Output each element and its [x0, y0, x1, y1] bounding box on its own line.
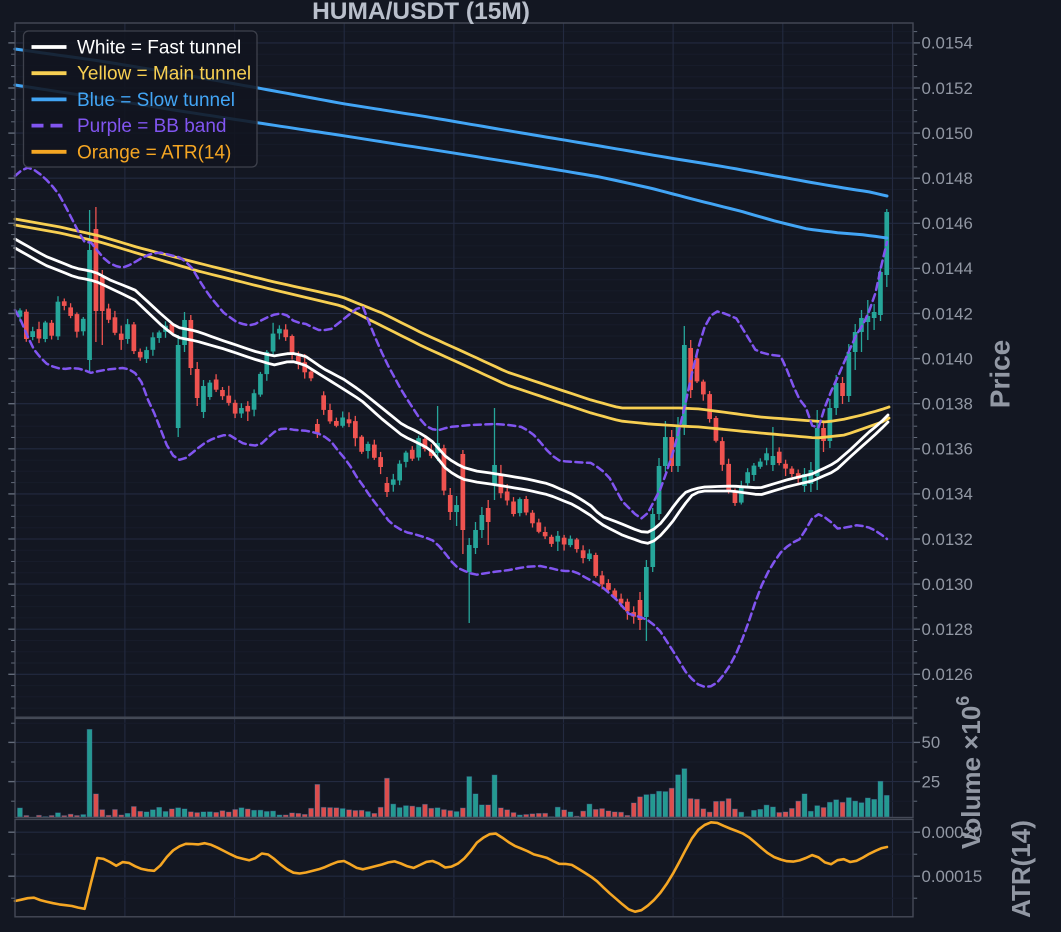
- svg-text:HUMA/USDT (15M): HUMA/USDT (15M): [312, 0, 530, 25]
- svg-text:0.0142: 0.0142: [922, 304, 973, 323]
- svg-text:0.00020: 0.00020: [922, 823, 983, 842]
- svg-text:White = Fast tunnel: White = Fast tunnel: [77, 38, 241, 59]
- svg-text:Purple = BB band: Purple = BB band: [77, 116, 226, 137]
- svg-text:Price: Price: [985, 340, 1016, 409]
- svg-text:0.0136: 0.0136: [922, 440, 973, 459]
- svg-text:Orange = ATR(14): Orange = ATR(14): [77, 142, 231, 163]
- svg-text:0.0148: 0.0148: [922, 169, 973, 188]
- svg-text:0.0132: 0.0132: [922, 530, 973, 549]
- svg-text:0.0134: 0.0134: [922, 485, 973, 504]
- svg-text:0.0146: 0.0146: [922, 214, 973, 233]
- svg-text:0.0128: 0.0128: [922, 620, 973, 639]
- svg-text:Blue = Slow tunnel: Blue = Slow tunnel: [77, 90, 235, 111]
- svg-text:0.0140: 0.0140: [922, 349, 973, 368]
- svg-text:0.00015: 0.00015: [922, 867, 983, 886]
- svg-text:Volume ×106: Volume ×106: [953, 696, 986, 849]
- svg-text:0.0154: 0.0154: [922, 34, 973, 53]
- svg-text:0.0126: 0.0126: [922, 665, 973, 684]
- svg-text:ATR(14): ATR(14): [1006, 820, 1036, 918]
- svg-text:25: 25: [922, 772, 941, 791]
- svg-text:0.0144: 0.0144: [922, 259, 973, 278]
- svg-text:0.0152: 0.0152: [922, 79, 973, 98]
- svg-text:50: 50: [922, 733, 941, 752]
- svg-text:Yellow = Main tunnel: Yellow = Main tunnel: [77, 64, 251, 85]
- svg-text:0.0138: 0.0138: [922, 395, 973, 414]
- svg-text:0.0150: 0.0150: [922, 124, 973, 143]
- svg-text:0.0130: 0.0130: [922, 575, 973, 594]
